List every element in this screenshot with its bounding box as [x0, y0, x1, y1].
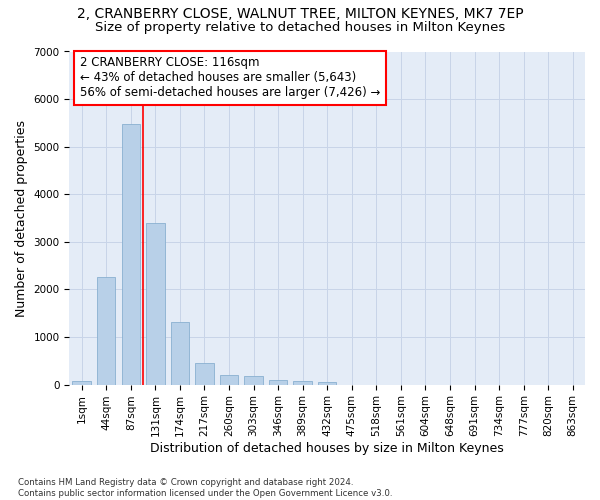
X-axis label: Distribution of detached houses by size in Milton Keynes: Distribution of detached houses by size …: [151, 442, 504, 455]
Bar: [244, 376, 263, 384]
Bar: [146, 224, 164, 384]
Bar: [269, 380, 287, 384]
Text: 2 CRANBERRY CLOSE: 116sqm
← 43% of detached houses are smaller (5,643)
56% of se: 2 CRANBERRY CLOSE: 116sqm ← 43% of detac…: [80, 56, 380, 100]
Text: 2, CRANBERRY CLOSE, WALNUT TREE, MILTON KEYNES, MK7 7EP: 2, CRANBERRY CLOSE, WALNUT TREE, MILTON …: [77, 8, 523, 22]
Bar: [293, 380, 312, 384]
Y-axis label: Number of detached properties: Number of detached properties: [15, 120, 28, 316]
Text: Contains HM Land Registry data © Crown copyright and database right 2024.
Contai: Contains HM Land Registry data © Crown c…: [18, 478, 392, 498]
Bar: [195, 362, 214, 384]
Bar: [220, 375, 238, 384]
Bar: [318, 382, 337, 384]
Text: Size of property relative to detached houses in Milton Keynes: Size of property relative to detached ho…: [95, 21, 505, 34]
Bar: [73, 381, 91, 384]
Bar: [122, 124, 140, 384]
Bar: [97, 276, 115, 384]
Bar: [170, 322, 189, 384]
